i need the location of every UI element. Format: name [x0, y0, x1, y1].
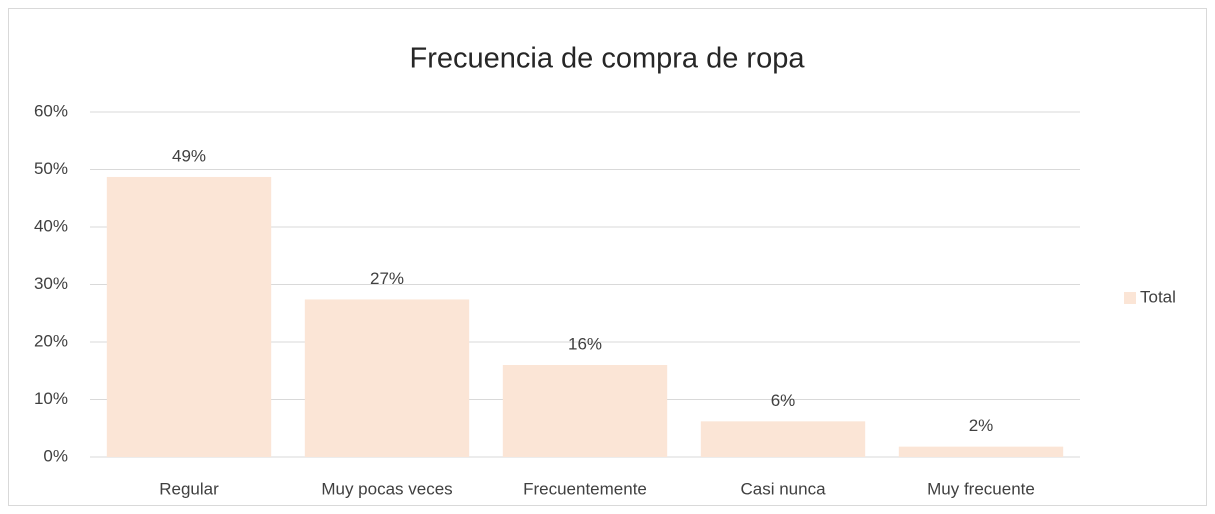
chart-title: Frecuencia de compra de ropa	[410, 43, 806, 75]
bar	[502, 365, 668, 457]
bar	[898, 446, 1064, 457]
x-tick-label: Muy frecuente	[927, 479, 1035, 498]
bar	[700, 421, 866, 457]
x-tick-label: Muy pocas veces	[321, 479, 452, 498]
data-label: 49%	[172, 146, 206, 165]
x-tick-label: Frecuentemente	[523, 479, 647, 498]
x-tick-label: Regular	[159, 479, 219, 498]
y-tick-label: 20%	[34, 331, 68, 350]
bar	[304, 299, 470, 457]
y-tick-label: 30%	[34, 274, 68, 293]
y-tick-label: 10%	[34, 389, 68, 408]
x-tick-label: Casi nunca	[740, 479, 826, 498]
data-label: 2%	[969, 416, 994, 435]
y-tick-label: 50%	[34, 159, 68, 178]
data-label: 27%	[370, 269, 404, 288]
y-tick-label: 60%	[34, 101, 68, 120]
legend-swatch	[1124, 292, 1136, 304]
data-label: 6%	[771, 391, 796, 410]
y-tick-label: 40%	[34, 216, 68, 235]
y-tick-label: 0%	[43, 446, 68, 465]
data-label: 16%	[568, 334, 602, 353]
legend-label: Total	[1140, 287, 1176, 306]
bar	[106, 176, 272, 457]
